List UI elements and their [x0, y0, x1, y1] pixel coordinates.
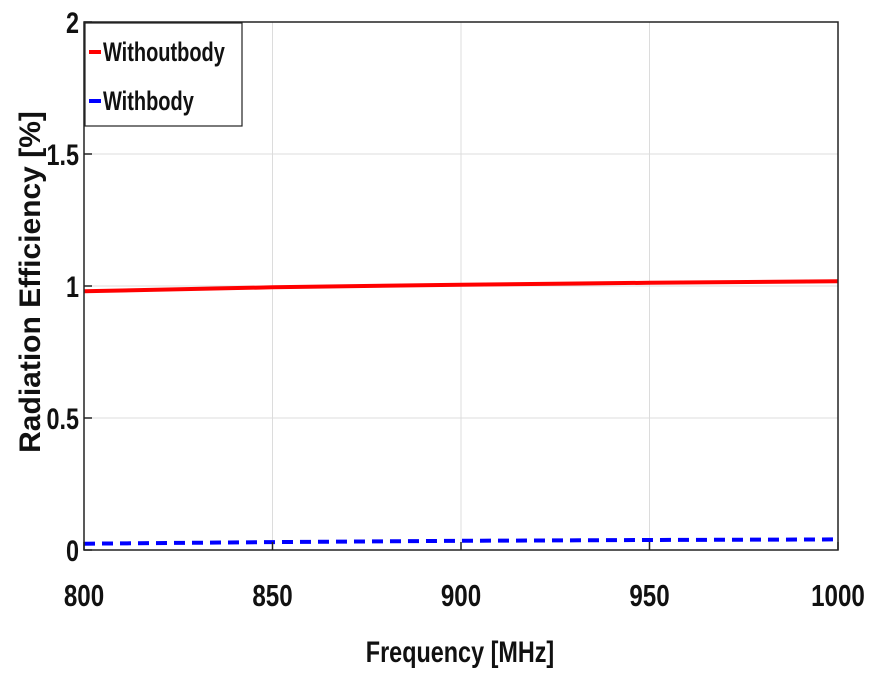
y-axis-label: Radiation Efficiency [%] [14, 111, 47, 453]
axis-ticks: 800 850 900 950 1000 0 0.5 1 1.5 2 [46, 6, 864, 612]
legend-box [84, 22, 243, 127]
x-tick-label: 900 [441, 578, 481, 613]
y-tick-label: 1.5 [46, 138, 79, 171]
x-tick-label: 800 [64, 578, 104, 613]
series-line-withoutbody [83, 279, 839, 294]
x-tick-label: 950 [629, 578, 669, 613]
legend: Withoutbody Withbody [84, 22, 243, 127]
x-tick-label: 850 [252, 578, 292, 613]
legend-label: Withoutbody [103, 37, 226, 68]
y-tick-label: 0 [66, 534, 79, 567]
x-axis-label: Frequency [MHz] [366, 635, 554, 668]
legend-label: Withbody [103, 86, 194, 117]
y-tick-label: 2 [66, 6, 79, 39]
y-tick-label: 0.5 [46, 402, 79, 435]
x-tick-label: 1000 [811, 578, 865, 613]
y-tick-label: 1 [66, 270, 79, 303]
series-lines [83, 279, 839, 546]
